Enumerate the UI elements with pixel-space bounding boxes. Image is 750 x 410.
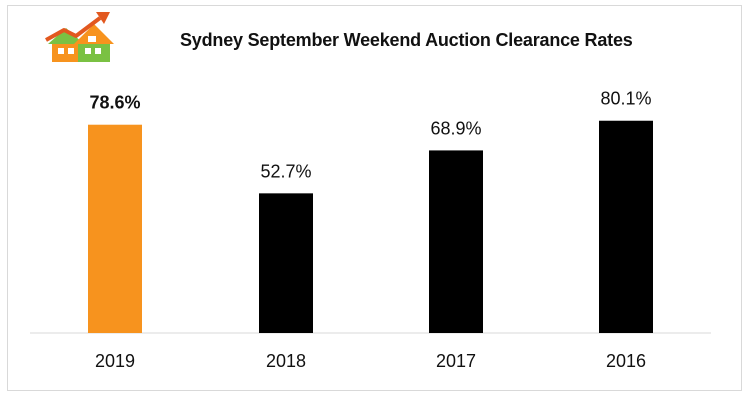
category-label-2019: 2019 (95, 351, 135, 371)
chart-title: Sydney September Weekend Auction Clearan… (180, 30, 633, 50)
data-label-2019: 78.6% (89, 93, 140, 113)
bar-2017 (429, 150, 483, 333)
bar-2019 (88, 124, 142, 334)
data-label-2018: 52.7% (260, 161, 311, 181)
category-label-2017: 2017 (436, 351, 476, 371)
bar-2018 (259, 193, 313, 333)
bar-2016 (599, 120, 653, 333)
category-label-2018: 2018 (266, 351, 306, 371)
data-label-2016: 80.1% (600, 89, 651, 109)
category-label-2016: 2016 (606, 351, 646, 371)
house-growth-logo-icon (45, 12, 114, 62)
data-label-2017: 68.9% (430, 118, 481, 138)
